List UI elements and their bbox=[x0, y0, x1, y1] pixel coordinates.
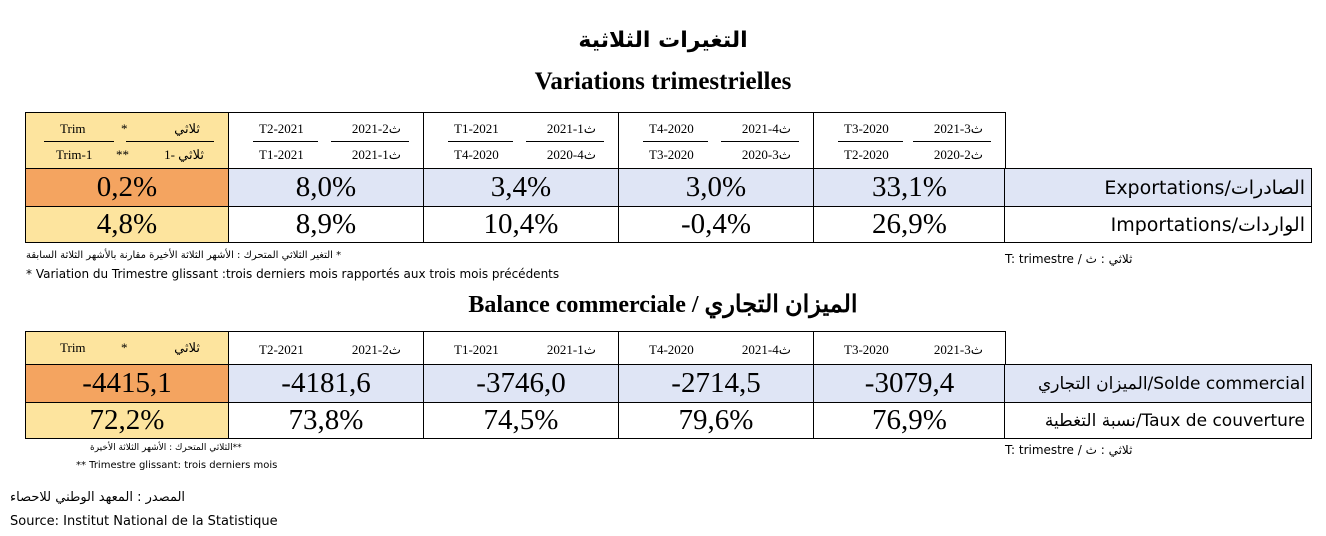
legend-trimestre: T: trimestre / ثلاثي : ث bbox=[1005, 252, 1133, 266]
trim-label: Trim bbox=[60, 121, 86, 136]
period-current-ar: 2021-4ث bbox=[741, 121, 791, 136]
source-french: Source: Institut National de la Statisti… bbox=[10, 514, 278, 529]
trim-value-cell: 0,2% bbox=[25, 168, 229, 207]
row-label-couverture: نسبة التغطية/Taux de couverture bbox=[1004, 402, 1312, 439]
value-cell: 73,8% bbox=[228, 402, 424, 439]
value-cell: 33,1% bbox=[813, 168, 1006, 207]
header-period-cell: T3-2020 2021-3ث bbox=[813, 331, 1006, 365]
variations-labels: Exportations/الصادرات Importations/الوار… bbox=[1004, 168, 1312, 243]
period-current-ar: 2021-2ث bbox=[351, 121, 401, 136]
value-cell: -3746,0 bbox=[423, 364, 619, 403]
legend-trimestre: T: trimestre / ثلاثي : ث bbox=[1005, 443, 1133, 457]
value-cell: -2714,5 bbox=[618, 364, 814, 403]
source-arabic: المصدر : المعهد الوطني للاحصاء bbox=[10, 490, 186, 505]
header-period-cell: T1-2021 2021-1ث bbox=[423, 331, 619, 365]
divider bbox=[253, 141, 318, 142]
period-current: T3-2020 bbox=[844, 121, 889, 136]
title-french: Variations trimestrielles bbox=[534, 68, 792, 95]
table-row-solde: -4415,1 -4181,6 -3746,0 -2714,5 -3079,4 bbox=[25, 364, 1006, 403]
star-marker: * bbox=[121, 340, 128, 355]
period-current: T2-2021 bbox=[259, 342, 304, 357]
value-cell: 3,4% bbox=[423, 168, 619, 207]
trim-label: Trim bbox=[60, 340, 86, 355]
trim-prev-label-ar: ثلاثي -1 bbox=[164, 147, 204, 162]
value-cell: -4181,6 bbox=[228, 364, 424, 403]
period-current: T1-2021 bbox=[454, 342, 499, 357]
period-current: T4-2020 bbox=[649, 342, 694, 357]
divider bbox=[448, 141, 513, 142]
period-current-ar: 2021-1ث bbox=[546, 121, 596, 136]
variations-table: Trim * ثلاثي Trim-1 ** ثلاثي -1 T2-2021 … bbox=[25, 112, 1006, 243]
star-marker: * bbox=[121, 121, 128, 136]
divider bbox=[913, 141, 991, 142]
period-previous: T3-2020 bbox=[649, 147, 694, 162]
header-period-cell: T4-2020 2021-4ث T3-2020 2020-3ث bbox=[618, 112, 814, 169]
period-current: T3-2020 bbox=[844, 342, 889, 357]
period-previous: T2-2020 bbox=[844, 147, 889, 162]
period-current: T1-2021 bbox=[454, 121, 499, 136]
footnote-arabic: التغير الثلاثي المتحرك : الأشهر الثلاثة … bbox=[26, 250, 342, 261]
row-label-exportations: Exportations/الصادرات bbox=[1004, 168, 1312, 207]
period-previous-ar: 2020-3ث bbox=[741, 147, 791, 162]
period-previous: T1-2021 bbox=[259, 147, 304, 162]
divider bbox=[721, 141, 799, 142]
value-cell: 76,9% bbox=[813, 402, 1006, 439]
balance-labels: الميزان التجاري/Solde commercial نسبة ال… bbox=[1004, 364, 1312, 439]
value-cell: 8,0% bbox=[228, 168, 424, 207]
trim-value-cell: -4415,1 bbox=[25, 364, 229, 403]
trim-value-cell: 72,2% bbox=[25, 402, 229, 439]
table-row-exportations: 0,2% 8,0% 3,4% 3,0% 33,1% bbox=[25, 168, 1006, 207]
header-period-cell: T4-2020 2021-4ث bbox=[618, 331, 814, 365]
balance-header-row: Trim * ثلاثي T2-2021 2021-2ث T1-2021 202… bbox=[25, 331, 1006, 365]
trim-prev-label: Trim-1 bbox=[56, 147, 93, 162]
value-cell: -3079,4 bbox=[813, 364, 1006, 403]
value-cell: 3,0% bbox=[618, 168, 814, 207]
footnote-french: * Variation du Trimestre glissant :trois… bbox=[26, 267, 560, 281]
trim-label-ar: ثلاثي bbox=[174, 340, 200, 355]
table-row-importations: 4,8% 8,9% 10,4% -0,4% 26,9% bbox=[25, 206, 1006, 243]
period-previous: T4-2020 bbox=[454, 147, 499, 162]
period-current: T2-2021 bbox=[259, 121, 304, 136]
table-row-couverture: 72,2% 73,8% 74,5% 79,6% 76,9% bbox=[25, 402, 1006, 439]
divider bbox=[838, 141, 903, 142]
period-previous-ar: 2020-4ث bbox=[546, 147, 596, 162]
value-cell: 74,5% bbox=[423, 402, 619, 439]
variations-header-row: Trim * ثلاثي Trim-1 ** ثلاثي -1 T2-2021 … bbox=[25, 112, 1006, 169]
double-star-marker: ** bbox=[116, 147, 129, 162]
period-current-ar: 2021-3ث bbox=[933, 342, 983, 357]
period-current-ar: 2021-2ث bbox=[351, 342, 401, 357]
header-period-cell: T1-2021 2021-1ث T4-2020 2020-4ث bbox=[423, 112, 619, 169]
header-period-cell: T2-2021 2021-2ث T1-2021 2021-1ث bbox=[228, 112, 424, 169]
period-current-ar: 2021-1ث bbox=[546, 342, 596, 357]
value-cell: 10,4% bbox=[423, 206, 619, 243]
balance-table: Trim * ثلاثي T2-2021 2021-2ث T1-2021 202… bbox=[25, 331, 1006, 439]
header-trim-cell: Trim * ثلاثي Trim-1 ** ثلاثي -1 bbox=[25, 112, 229, 169]
period-current-ar: 2021-4ث bbox=[741, 342, 791, 357]
row-label-solde: الميزان التجاري/Solde commercial bbox=[1004, 364, 1312, 403]
divider bbox=[643, 141, 708, 142]
header-period-cell: T3-2020 2021-3ث T2-2020 2020-2ث bbox=[813, 112, 1006, 169]
period-previous-ar: 2020-2ث bbox=[933, 147, 983, 162]
value-cell: 8,9% bbox=[228, 206, 424, 243]
title-arabic: التغيرات الثلاثية bbox=[578, 28, 748, 53]
footnote-french: ** Trimestre glissant: trois derniers mo… bbox=[76, 460, 278, 471]
header-trim-cell: Trim * ثلاثي bbox=[25, 331, 229, 365]
period-current: T4-2020 bbox=[649, 121, 694, 136]
period-current-ar: 2021-3ث bbox=[933, 121, 983, 136]
trim-label-ar: ثلاثي bbox=[174, 121, 200, 136]
divider bbox=[526, 141, 604, 142]
divider bbox=[126, 141, 214, 142]
footnote-arabic: الثلاثي المتحرك : الأشهر الثلاثة الأخيرة… bbox=[90, 443, 242, 453]
period-previous-ar: 2021-1ث bbox=[351, 147, 401, 162]
value-cell: 79,6% bbox=[618, 402, 814, 439]
row-label-importations: Importations/الواردات bbox=[1004, 206, 1312, 243]
divider bbox=[331, 141, 409, 142]
divider bbox=[44, 141, 114, 142]
value-cell: 26,9% bbox=[813, 206, 1006, 243]
trim-value-cell: 4,8% bbox=[25, 206, 229, 243]
balance-title: Balance commerciale / الميزان التجاري bbox=[468, 292, 858, 318]
header-period-cell: T2-2021 2021-2ث bbox=[228, 331, 424, 365]
value-cell: -0,4% bbox=[618, 206, 814, 243]
